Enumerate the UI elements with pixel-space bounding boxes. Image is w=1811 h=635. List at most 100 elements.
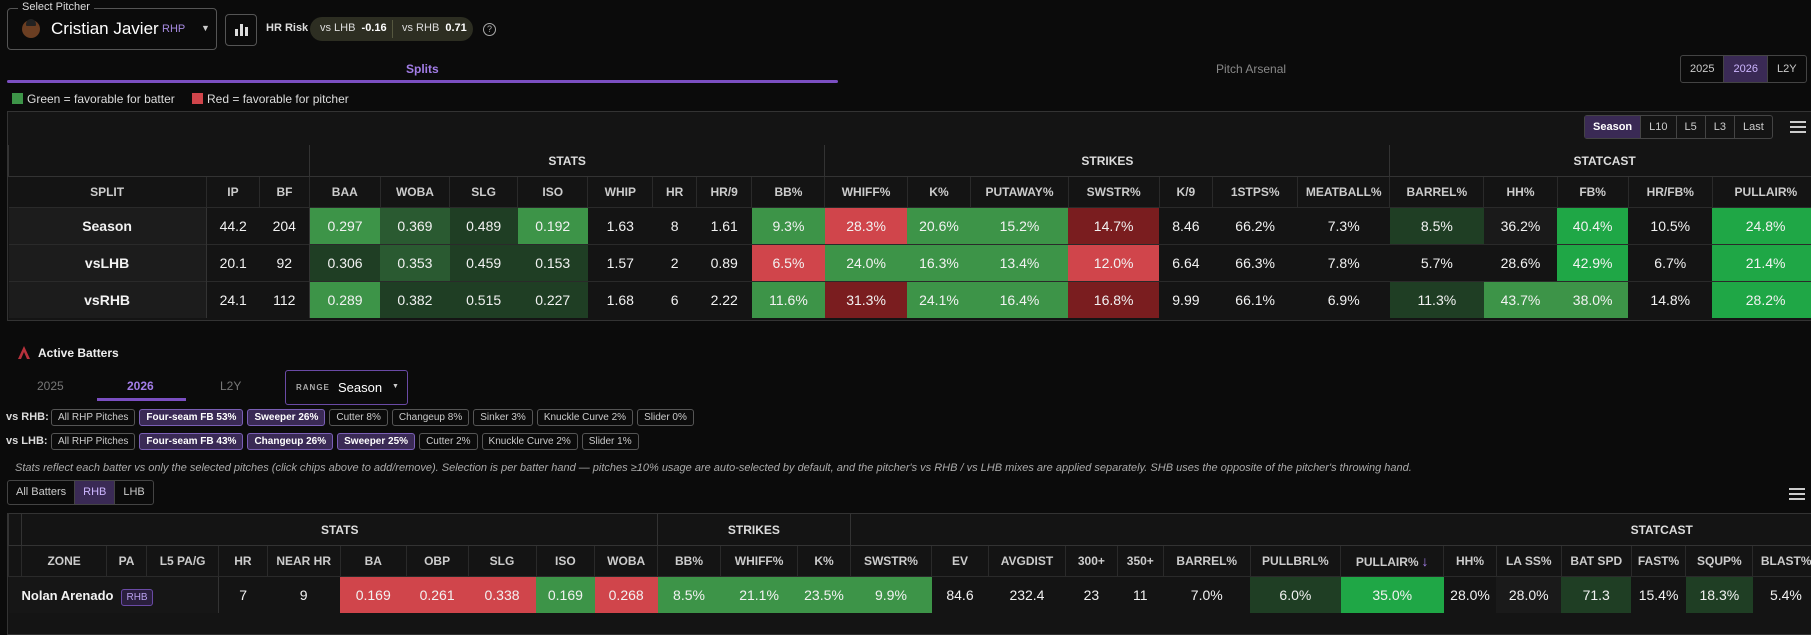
batters-column-header[interactable]: BA — [340, 546, 406, 577]
pitch-chip[interactable]: Knuckle Curve 2% — [537, 409, 633, 426]
tab-year-2026[interactable]: 2026 — [127, 379, 154, 393]
batters-column-header[interactable]: HR — [219, 546, 267, 577]
tab-pitch-arsenal[interactable]: Pitch Arsenal — [1216, 62, 1286, 76]
splits-column-header[interactable]: HR/FB% — [1628, 177, 1712, 208]
batters-column-header[interactable]: BAT SPD — [1561, 546, 1631, 577]
range-toggle[interactable]: Season L10 L5 L3 Last — [1584, 115, 1773, 139]
batters-column-header[interactable]: L5 PA/G — [147, 546, 219, 577]
splits-cell: 9.3% — [752, 208, 825, 245]
tab-year-2025[interactable]: 2025 — [37, 379, 64, 393]
batters-column-header[interactable]: OBP — [406, 546, 468, 577]
splits-column-header[interactable]: HR — [653, 177, 697, 208]
splits-column-header[interactable]: BB% — [752, 177, 825, 208]
splits-column-header[interactable]: BAA — [309, 177, 380, 208]
batters-column-header[interactable]: 350+ — [1117, 546, 1163, 577]
splits-column-header[interactable]: HR/9 — [696, 177, 751, 208]
batters-column-header[interactable]: HH% — [1444, 546, 1497, 577]
batters-column-header[interactable] — [9, 546, 22, 577]
pitch-chip-selected[interactable]: Four-seam FB 43% — [139, 433, 243, 450]
batters-column-header[interactable]: PULLAIR%↓ — [1341, 546, 1444, 577]
splits-column-header[interactable]: MEATBALL% — [1298, 177, 1390, 208]
splits-column-header[interactable]: FB% — [1557, 177, 1628, 208]
settings-sliders-icon[interactable] — [1789, 487, 1805, 501]
pitch-chip[interactable]: Cutter 2% — [419, 433, 477, 450]
splits-column-header[interactable]: 1STPS% — [1213, 177, 1298, 208]
year-option[interactable]: 2025 — [1681, 56, 1724, 82]
splits-column-header[interactable]: ISO — [518, 177, 588, 208]
year-option-selected[interactable]: 2026 — [1724, 56, 1767, 82]
pitch-chip[interactable]: All RHP Pitches — [51, 433, 135, 450]
pitch-chip[interactable]: All RHP Pitches — [51, 409, 135, 426]
splits-cell: 20.6% — [907, 208, 971, 245]
pitch-chip-selected[interactable]: Changeup 26% — [247, 433, 333, 450]
range-option[interactable]: L10 — [1641, 116, 1676, 138]
batters-column-header[interactable]: WHIFF% — [720, 546, 797, 577]
pitch-chip-selected[interactable]: Sweeper 26% — [247, 409, 325, 426]
splits-column-header[interactable]: BF — [260, 177, 310, 208]
batters-column-header[interactable]: LA SS% — [1496, 546, 1561, 577]
splits-column-header[interactable]: BARREL% — [1390, 177, 1484, 208]
bar-chart-icon-bar — [245, 27, 248, 36]
batters-column-header[interactable]: BLAST% — [1753, 546, 1811, 577]
batters-column-header[interactable]: PA — [106, 546, 146, 577]
splits-column-header[interactable]: SPLIT — [9, 177, 207, 208]
splits-column-header[interactable]: HH% — [1484, 177, 1557, 208]
filter-lhb[interactable]: LHB — [115, 481, 152, 504]
batters-column-header[interactable]: NEAR HR — [267, 546, 340, 577]
batters-column-header[interactable]: PULLBRL% — [1250, 546, 1341, 577]
pitcher-select[interactable]: Select Pitcher Cristian Javier RHP ▼ — [7, 8, 217, 50]
splits-column-header[interactable]: SWSTR% — [1068, 177, 1159, 208]
pitch-chip-selected[interactable]: Sweeper 25% — [337, 433, 415, 450]
batters-column-header[interactable]: 300+ — [1066, 546, 1118, 577]
help-icon[interactable]: ? — [483, 23, 496, 36]
batter-hand-filter[interactable]: All Batters RHB LHB — [7, 480, 154, 505]
settings-sliders-icon[interactable] — [1790, 120, 1806, 134]
year-toggle[interactable]: 2025 2026 L2Y — [1680, 55, 1807, 83]
pitch-chip[interactable]: Changeup 8% — [392, 409, 469, 426]
tab-splits[interactable]: Splits — [406, 62, 439, 76]
pitch-chip[interactable]: Slider 0% — [637, 409, 694, 426]
batters-column-header[interactable]: FAST% — [1631, 546, 1686, 577]
range-option-selected[interactable]: Season — [1585, 116, 1641, 138]
batters-column-header[interactable]: EV — [932, 546, 989, 577]
pitch-chip[interactable]: Knuckle Curve 2% — [482, 433, 578, 450]
splits-column-header[interactable]: WHIFF% — [825, 177, 907, 208]
range-option[interactable]: Last — [1735, 116, 1772, 138]
pitch-chip-selected[interactable]: Four-seam FB 53% — [139, 409, 243, 426]
batters-column-header[interactable]: WOBA — [595, 546, 658, 577]
filter-all-batters[interactable]: All Batters — [8, 481, 75, 504]
batters-column-header[interactable]: AVGDIST — [988, 546, 1065, 577]
batters-column-header[interactable]: BARREL% — [1163, 546, 1250, 577]
year-option[interactable]: L2Y — [1768, 56, 1806, 82]
splits-column-header[interactable]: PULLAIR% — [1712, 177, 1811, 208]
chart-button[interactable] — [225, 14, 257, 46]
batters-column-header[interactable]: SQUP% — [1686, 546, 1753, 577]
batters-column-header[interactable]: ISO — [536, 546, 595, 577]
splits-column-header[interactable]: PUTAWAY% — [971, 177, 1068, 208]
legend-red-text: Red = favorable for pitcher — [207, 92, 349, 106]
range-select[interactable]: RANGE Season ▼ — [285, 370, 408, 405]
batters-column-header[interactable]: ZONE — [22, 546, 106, 577]
range-option[interactable]: L3 — [1706, 116, 1735, 138]
splits-column-header[interactable]: IP — [206, 177, 260, 208]
range-option[interactable]: L5 — [1677, 116, 1706, 138]
splits-column-header[interactable]: K/9 — [1159, 177, 1213, 208]
splits-column-header[interactable]: SLG — [450, 177, 518, 208]
tab-year-l2y[interactable]: L2Y — [220, 379, 241, 393]
splits-column-header[interactable]: K% — [907, 177, 971, 208]
splits-column-header[interactable]: WHIP — [588, 177, 653, 208]
batter-cell: 5.4% — [1753, 577, 1811, 614]
filter-rhb[interactable]: RHB — [75, 481, 115, 504]
pitch-chip[interactable]: Cutter 8% — [329, 409, 387, 426]
batters-column-header[interactable]: K% — [798, 546, 851, 577]
batters-column-header[interactable]: BB% — [658, 546, 721, 577]
pitch-chip[interactable]: Slider 1% — [582, 433, 639, 450]
legend-green-text: Green = favorable for batter — [27, 92, 175, 106]
batters-column-header[interactable]: SLG — [468, 546, 536, 577]
splits-column-header[interactable]: WOBA — [380, 177, 449, 208]
batters-column-header[interactable]: SWSTR% — [850, 546, 931, 577]
pitch-chip[interactable]: Sinker 3% — [473, 409, 533, 426]
column-label: NEAR HR — [276, 554, 331, 568]
